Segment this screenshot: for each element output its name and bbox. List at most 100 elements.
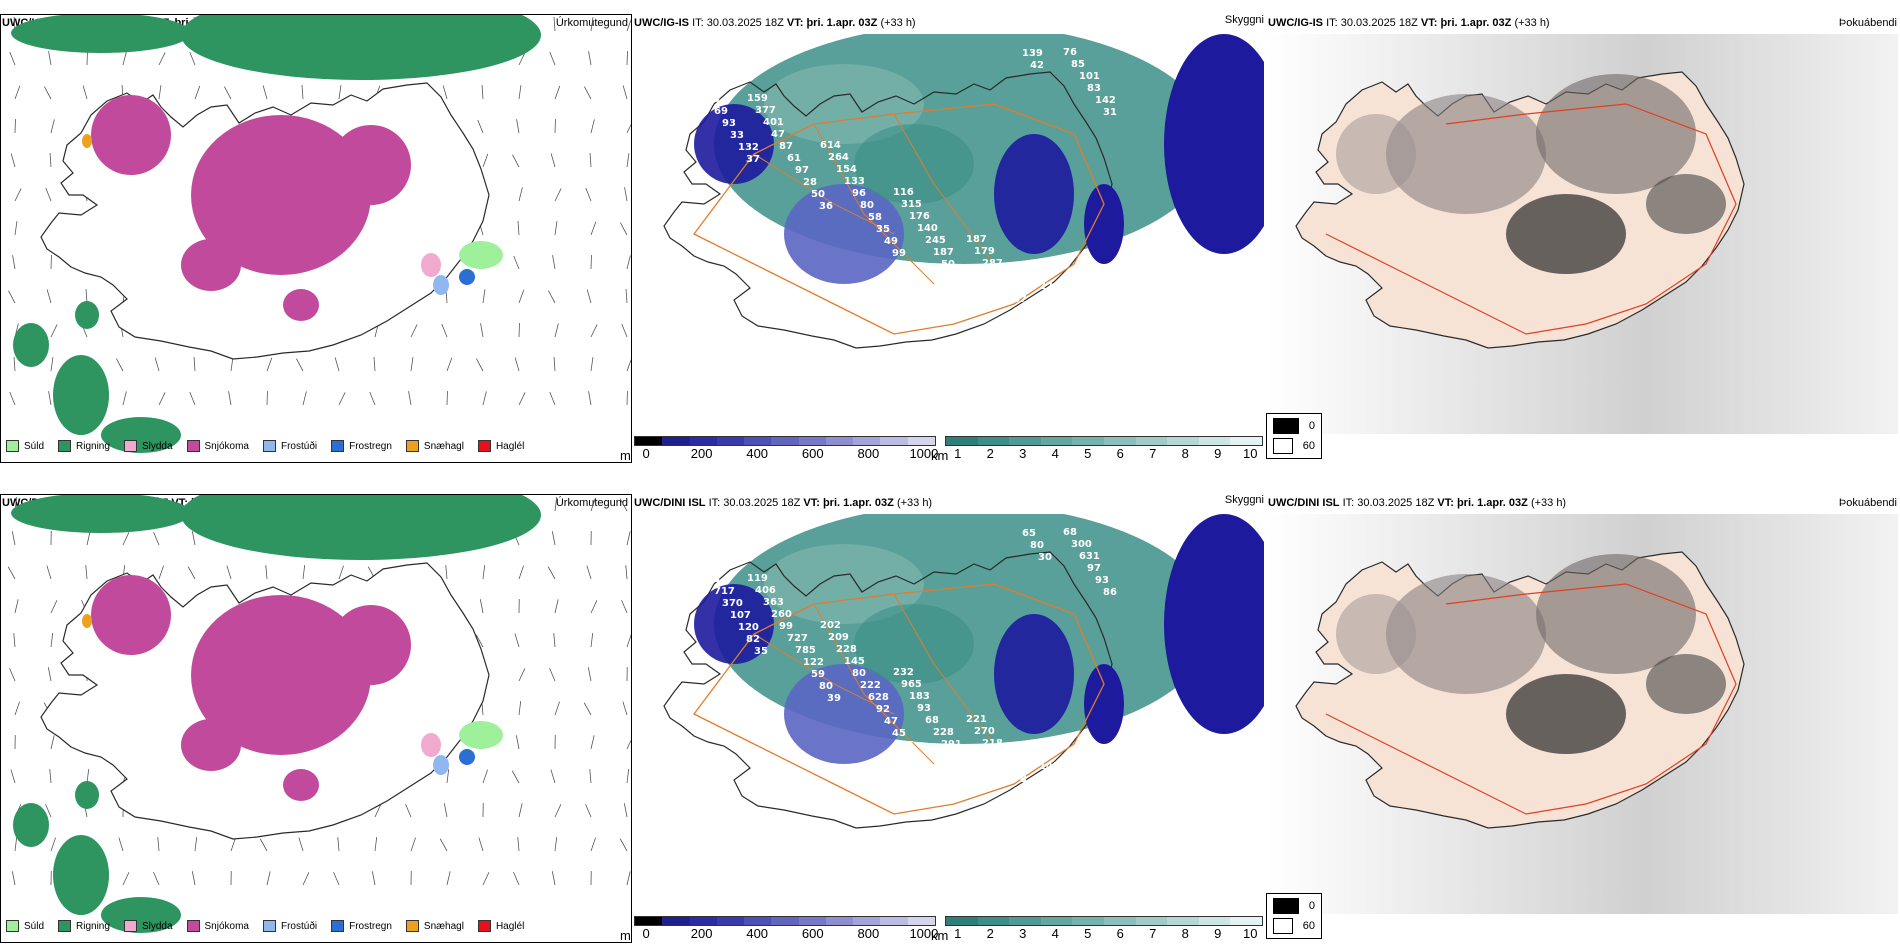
wind-barb	[46, 289, 52, 304]
ceiling-label: 229	[1014, 786, 1035, 797]
road-network	[753, 593, 995, 765]
ceiling-label: 45	[900, 740, 914, 751]
colorbar-segment	[1040, 437, 1073, 445]
fog-map-2[interactable]	[1266, 514, 1898, 914]
legend-swatch	[186, 440, 200, 452]
colorbar-segment	[907, 437, 935, 445]
wind-barb	[443, 803, 448, 818]
cloud-base-colorbar-2: 0 200 400 600 800 1000 m	[620, 916, 939, 943]
ceiling-label: 69	[714, 106, 728, 117]
legend-item: Haglél	[477, 440, 524, 452]
vt-value: þri. 1.apr. 03Z	[822, 497, 894, 509]
ceiling-label: 97	[1087, 563, 1101, 574]
wind-barb	[85, 289, 88, 304]
fog-map-1[interactable]	[1266, 34, 1898, 434]
wind-barb	[230, 837, 236, 852]
wind-barb	[590, 119, 595, 134]
ceiling-label: 183	[909, 691, 930, 702]
ceiling-label: 264	[828, 152, 849, 163]
wind-barb	[439, 838, 448, 852]
legend-item: Snjókoma	[186, 920, 249, 932]
wind-barb	[590, 17, 594, 32]
legend-label: Snæhagl	[423, 440, 464, 452]
wind-barb	[511, 770, 520, 784]
legend-label: Haglél	[495, 920, 525, 932]
model-name: UWC/DINI ISL	[1268, 497, 1340, 509]
wind-barb	[226, 565, 232, 580]
colorbar-tick: 400	[746, 446, 769, 461]
wind-barb	[14, 221, 18, 236]
wind-barb	[482, 391, 487, 406]
wind-barb	[446, 769, 450, 784]
precip-map-1[interactable]	[0, 14, 632, 463]
wind-barb	[45, 803, 52, 818]
colorbar-segment	[1009, 437, 1041, 445]
fog-header-1: UWC/IG-IS IT: 30.03.2025 18Z VT: þri. 1.…	[1268, 17, 1550, 29]
ceiling-label: 37	[746, 154, 760, 165]
ceiling-map-2[interactable]: 164 119 202 232 221 145 804 406 209 965 270 556 226 3…	[634, 514, 1264, 914]
wind-barb	[9, 391, 16, 406]
wind-barb	[518, 85, 522, 100]
ceiling-label: 35	[876, 224, 890, 235]
ceiling-label: 31	[1103, 107, 1117, 118]
colorbar-ticks: 0 200 400 600 800 1000	[634, 446, 938, 461]
wind-barb	[50, 324, 58, 338]
ceiling-map-1[interactable]: 123 159 614 116 187 224 396 377 264 315 179 159 105 4…	[634, 34, 1264, 434]
colorbar-tick: 800	[857, 446, 880, 461]
colorbar-tick: 0	[642, 446, 650, 461]
wind-barb	[153, 531, 160, 546]
colorbar-tick: 4	[1051, 926, 1059, 941]
ceiling-label: 224	[1039, 281, 1060, 292]
legend-swatch	[405, 440, 419, 452]
precip-map-2[interactable]	[0, 494, 632, 943]
colorbar-segment	[825, 437, 854, 445]
wind-barb	[158, 52, 166, 66]
vt-label: VT:	[803, 497, 820, 509]
colorbar-tick: 5	[1084, 926, 1092, 941]
wind-barb	[518, 52, 526, 66]
wind-barb	[45, 187, 52, 202]
wind-barb	[158, 565, 164, 580]
wind-barb	[518, 392, 526, 406]
legend-swatch	[6, 440, 19, 452]
wind-barb	[482, 565, 486, 580]
wind-barb	[554, 837, 558, 852]
ceiling-label: 176	[909, 211, 930, 222]
ceiling-label: 628	[868, 692, 889, 703]
legend-item: Súld	[6, 920, 44, 932]
ceiling-label: 116	[957, 763, 978, 774]
ceiling-label: 222	[860, 680, 881, 691]
colorbar-tick: 8	[1181, 926, 1189, 941]
ceiling-label: 45	[892, 728, 906, 739]
lead-offset: (+33 h)	[896, 497, 933, 509]
wind-barb	[590, 497, 596, 512]
legend-item: Frostúði	[262, 440, 317, 452]
legend-label: Súld	[24, 920, 45, 932]
it-label: IT:	[692, 17, 704, 29]
wind-barb	[515, 735, 520, 750]
wind-barb	[553, 633, 556, 648]
lead-offset: (+33 h)	[1514, 17, 1550, 29]
ceiling-label: 226	[690, 550, 711, 561]
colorbar-tick: 200	[690, 926, 713, 941]
colorbar-segment	[635, 917, 663, 925]
colorbar-segment	[716, 437, 745, 445]
ceiling-label: 100	[1014, 306, 1035, 317]
colorbar-tick: 600	[801, 926, 824, 941]
colorbar-tick: 400	[746, 926, 769, 941]
wind-barb	[590, 600, 598, 614]
precip-title-2: Úrkomutegund	[555, 497, 628, 509]
colorbar-tick: 1000	[909, 926, 939, 941]
colorbar-segment	[853, 437, 881, 445]
legend-swatch	[331, 440, 345, 452]
legend-item: Haglél	[477, 920, 525, 932]
wind-barb	[481, 85, 484, 100]
legend-item: Snjókoma	[186, 440, 249, 452]
wind-barb	[9, 51, 16, 66]
precip-legend-1: Súld Rigning Slydda Snjókoma Frostúði Frostre…	[6, 440, 524, 452]
colorbar-tick: 7	[1149, 926, 1157, 941]
colorbar-strip	[634, 916, 936, 926]
colorbar-segment	[1230, 437, 1262, 445]
colorbar-segment	[946, 917, 978, 925]
wind-barb	[86, 531, 91, 546]
